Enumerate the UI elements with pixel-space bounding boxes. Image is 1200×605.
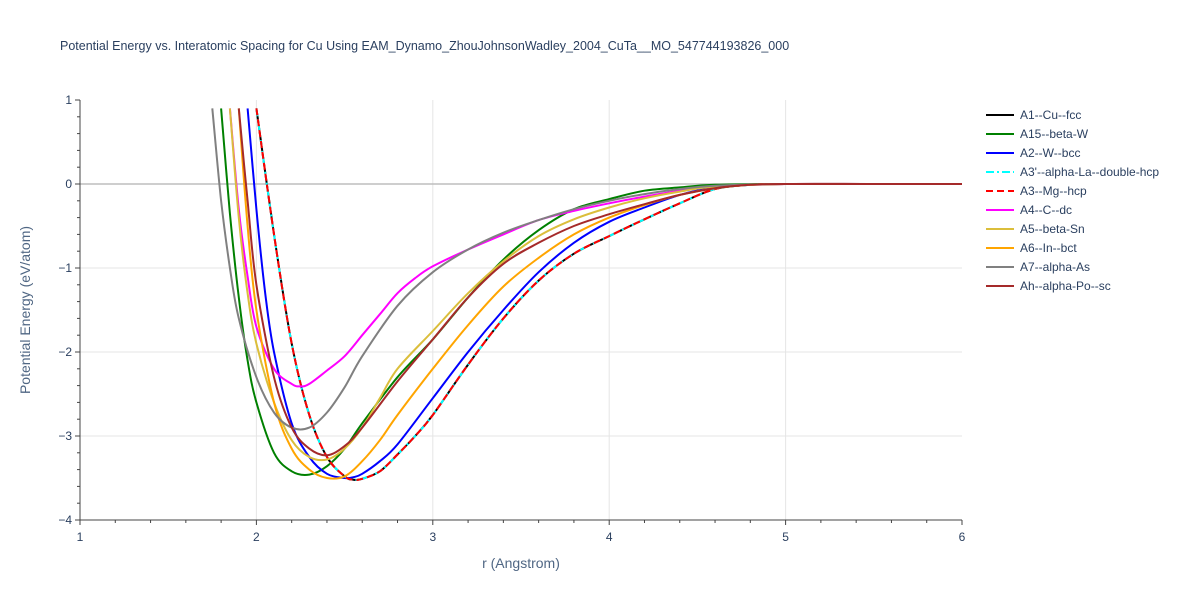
chart-title: Potential Energy vs. Interatomic Spacing… (60, 39, 789, 53)
legend-label: A7--alpha-As (1020, 260, 1090, 274)
series-line[interactable] (211, 108, 962, 431)
legend-label: Ah--alpha-Po--sc (1020, 279, 1111, 293)
series-line[interactable] (228, 108, 962, 388)
y-tick-label: −3 (58, 429, 72, 443)
legend-item[interactable]: A5--beta-Sn (986, 222, 1085, 236)
y-tick-label: −2 (58, 345, 72, 359)
legend-label: A15--beta-W (1020, 127, 1089, 141)
legend-label: A6--In--bct (1020, 241, 1077, 255)
series-line[interactable] (220, 108, 962, 476)
legend-item[interactable]: A2--W--bcc (986, 146, 1080, 160)
legend[interactable]: A1--Cu--fcc A15--beta-W A2--W--bcc A3'--alp… (986, 108, 1159, 293)
legend-label: A5--beta-Sn (1020, 222, 1085, 236)
x-tick-label: 5 (782, 530, 789, 544)
legend-item[interactable]: A7--alpha-As (986, 260, 1090, 274)
legend-item[interactable]: A15--beta-W (986, 127, 1089, 141)
legend-label: A4--C--dc (1020, 203, 1072, 217)
series-line[interactable] (237, 108, 962, 457)
legend-item[interactable]: A3--Mg--hcp (986, 184, 1087, 198)
legend-item[interactable]: A1--Cu--fcc (986, 108, 1081, 122)
legend-label: A1--Cu--fcc (1020, 108, 1081, 122)
legend-label: A2--W--bcc (1020, 146, 1080, 160)
x-axis-title: r (Angstrom) (482, 555, 560, 571)
series-line[interactable] (237, 108, 962, 480)
y-tick-label: 0 (65, 177, 72, 191)
y-tick-label: −1 (58, 261, 72, 275)
x-tick-label: 3 (429, 530, 436, 544)
grid-layer (80, 100, 962, 520)
legend-item[interactable]: A6--In--bct (986, 241, 1077, 255)
legend-item[interactable]: Ah--alpha-Po--sc (986, 279, 1111, 293)
legend-item[interactable]: A3'--alpha-La--double-hcp (986, 165, 1159, 179)
x-tick-label: 1 (77, 530, 84, 544)
axis-layer: 1 2 3 4 5 6 1 0 −1 −2 −3 −4 (58, 93, 965, 544)
x-tick-label: 2 (253, 530, 260, 544)
series-line[interactable] (228, 108, 962, 462)
series-line[interactable] (246, 108, 962, 480)
legend-item[interactable]: A4--C--dc (986, 203, 1072, 217)
y-axis-title: Potential Energy (eV/atom) (17, 226, 33, 394)
x-tick-label: 4 (606, 530, 613, 544)
legend-label: A3'--alpha-La--double-hcp (1020, 165, 1159, 179)
x-tick-label: 6 (959, 530, 966, 544)
y-tick-label: −4 (58, 513, 72, 527)
series-layer (211, 108, 962, 481)
legend-label: A3--Mg--hcp (1020, 184, 1087, 198)
y-tick-label: 1 (65, 93, 72, 107)
